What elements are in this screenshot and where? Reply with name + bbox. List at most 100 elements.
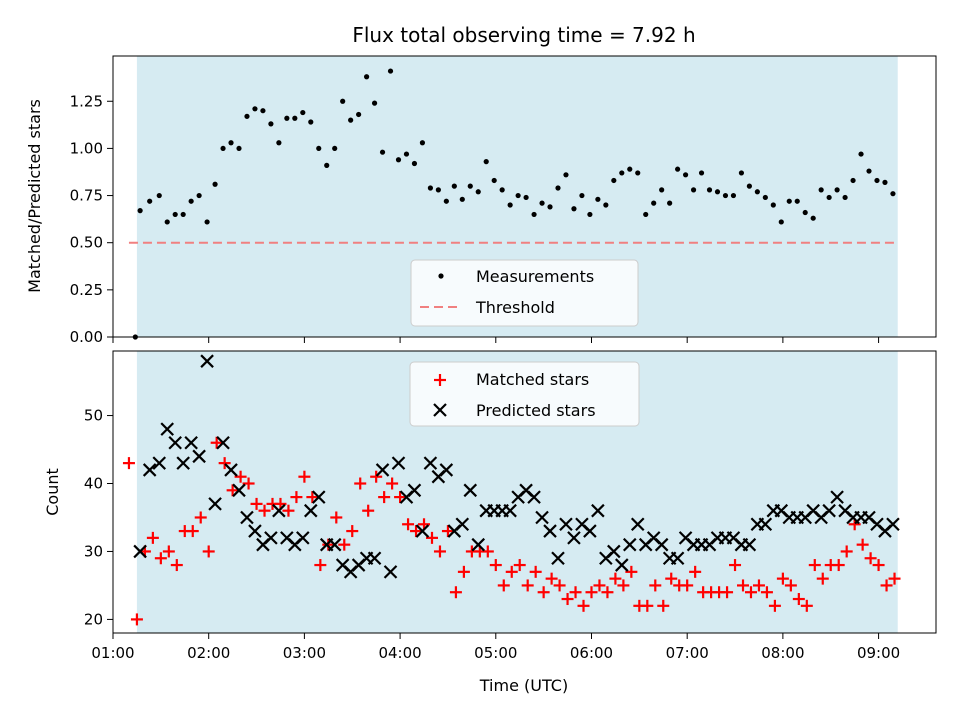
predicted-point [471, 537, 486, 552]
matched-point [641, 599, 654, 612]
measurement-point [890, 191, 896, 197]
matched-point [449, 586, 462, 599]
predicted-point [367, 551, 382, 566]
measurement-point [675, 166, 681, 172]
bottom-y-ticks: 20 30 40 50 [84, 407, 113, 628]
matched-point [226, 484, 239, 497]
matched-point [162, 545, 175, 558]
matched-point [194, 511, 207, 524]
measurement-point [746, 183, 752, 189]
bottom-frame [112, 350, 937, 634]
measurement-point [690, 187, 697, 193]
top-y-axis-label: Matched/Predicted stars [25, 99, 44, 293]
predicted-point [503, 503, 517, 518]
x-tick-label: 06:00 [570, 644, 613, 662]
matched-point [218, 457, 231, 470]
measurement-point [714, 189, 721, 195]
measurement-point [850, 177, 856, 184]
predicted-point [184, 435, 198, 450]
predicted-point [272, 503, 286, 518]
predicted-point [407, 483, 422, 498]
measurement-point [411, 160, 418, 167]
measurement-point [818, 187, 824, 193]
measurement-points [132, 68, 896, 340]
matched-point [744, 586, 757, 599]
matched-point [521, 579, 534, 592]
matched-point [816, 572, 829, 585]
measurement-point [874, 177, 880, 184]
x-tick-label: 02:00 [187, 644, 230, 662]
matched-point [202, 545, 215, 558]
predicted-point [830, 490, 844, 504]
matched-point [721, 586, 734, 599]
measurement-point [539, 200, 545, 206]
matched-point [186, 525, 199, 538]
matched-point [808, 559, 821, 572]
matched-point [122, 457, 135, 470]
y-tick-label: 0.50 [70, 234, 103, 252]
predicted-point [200, 354, 214, 368]
bottom-y-axis-label: Count [43, 468, 62, 516]
predicted-point [327, 537, 342, 552]
measurement-point [252, 106, 258, 112]
predicted-point [567, 531, 581, 545]
measurement-point [770, 202, 776, 208]
predicted-point [311, 490, 326, 504]
measurement-point [204, 219, 210, 225]
predicted-point [583, 524, 597, 538]
measurement-point [371, 100, 378, 106]
matched-point [481, 545, 494, 558]
measurement-point [762, 194, 768, 201]
measurement-point [730, 192, 737, 199]
predicted-point [303, 503, 318, 518]
predicted-point [240, 510, 254, 525]
measurement-point [475, 189, 481, 195]
matched-point [872, 559, 885, 572]
predicted-point [375, 463, 390, 477]
measurement-point [786, 198, 792, 204]
matched-point [617, 579, 630, 592]
measurement-point [348, 117, 354, 123]
bottom-panel: 01:00 02:00 03:00 04:00 05:00 06:00 07:00 08:00… [43, 350, 937, 695]
matched-point [585, 586, 598, 599]
predicted-point [264, 531, 278, 545]
predicted-point [208, 497, 222, 511]
legend-matched-label: Matched stars [476, 370, 589, 389]
top-legend: Measurements Threshold [410, 259, 639, 327]
measurement-point [842, 194, 848, 201]
measurement-point [794, 198, 800, 204]
x-tick-label: 08:00 [761, 644, 804, 662]
measurement-point [451, 183, 457, 189]
predicted-point [886, 517, 900, 532]
measurement-point [308, 119, 314, 125]
matched-point [665, 572, 678, 585]
measurement-point [858, 151, 864, 157]
x-tick-label: 05:00 [474, 644, 517, 662]
y-tick-label: 20 [84, 610, 103, 628]
measurement-point [443, 198, 449, 204]
matched-point [625, 565, 638, 578]
matched-point [378, 491, 391, 504]
measurement-point [611, 177, 617, 184]
y-tick-label: 50 [84, 407, 103, 425]
bottom-legend: Matched stars Predicted stars [409, 361, 640, 427]
matched-point [737, 579, 750, 592]
measurement-point [507, 202, 513, 208]
measurement-point [834, 187, 840, 193]
matched-point [537, 586, 550, 599]
matched-point [489, 559, 502, 572]
predicted-point [415, 524, 430, 538]
predicted-point [232, 483, 246, 498]
matched-point [856, 538, 869, 551]
x-tick-label: 01:00 [91, 644, 134, 662]
legend-measurements-label: Measurements [476, 267, 594, 286]
predicted-point [152, 456, 167, 470]
measurement-point [236, 145, 242, 152]
matched-point [768, 599, 781, 612]
predicted-point [463, 483, 478, 498]
top-frame [112, 55, 937, 338]
matched-point [441, 525, 454, 538]
matched-point [425, 531, 438, 544]
matched-point [800, 599, 813, 612]
